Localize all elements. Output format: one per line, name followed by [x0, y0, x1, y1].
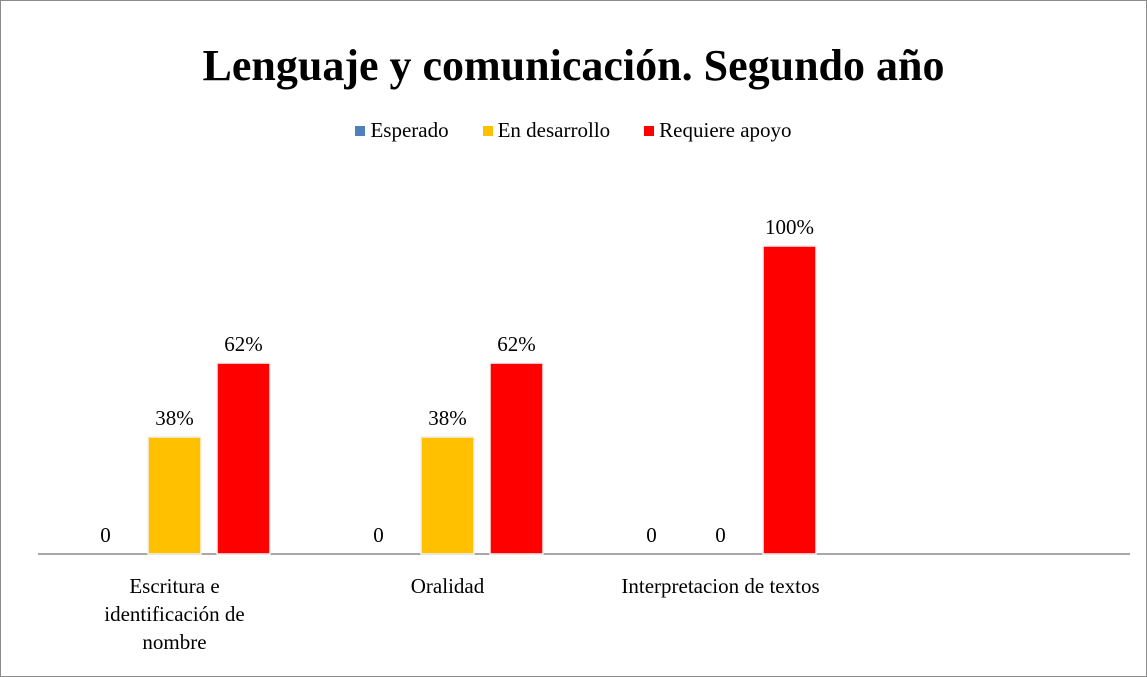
data-label: 0: [646, 523, 657, 547]
data-label: 62%: [497, 332, 536, 356]
bar: [420, 436, 475, 555]
data-label: 38%: [155, 406, 194, 430]
data-label: 100%: [765, 215, 814, 239]
legend-swatch: [355, 125, 366, 136]
bar: [147, 436, 202, 555]
legend-item: Requiere apoyo: [644, 118, 792, 143]
bar: [216, 362, 271, 555]
data-label: 0: [100, 523, 111, 547]
data-label: 38%: [428, 406, 467, 430]
x-tick-label: Escritura e identificación de nombre: [104, 574, 245, 654]
legend-item: Esperado: [355, 118, 449, 143]
data-label: 0: [715, 523, 726, 547]
bar: [762, 245, 817, 555]
x-tick-label: Oralidad: [410, 574, 485, 598]
legend: Esperado En desarrollo Requiere apoyo: [0, 118, 1147, 143]
legend-item: En desarrollo: [482, 118, 611, 143]
data-label: 0: [373, 523, 384, 547]
chart-title: Lenguaje y comunicación. Segundo año: [202, 41, 945, 90]
legend-label: Esperado: [370, 118, 449, 142]
x-tick-label: Interpretacion de textos: [621, 574, 820, 598]
bar: [489, 362, 544, 555]
legend-swatch: [644, 125, 655, 136]
legend-label: Requiere apoyo: [659, 118, 792, 142]
data-label: 62%: [224, 332, 263, 356]
legend-label: En desarrollo: [497, 118, 611, 142]
legend-swatch: [482, 125, 493, 136]
